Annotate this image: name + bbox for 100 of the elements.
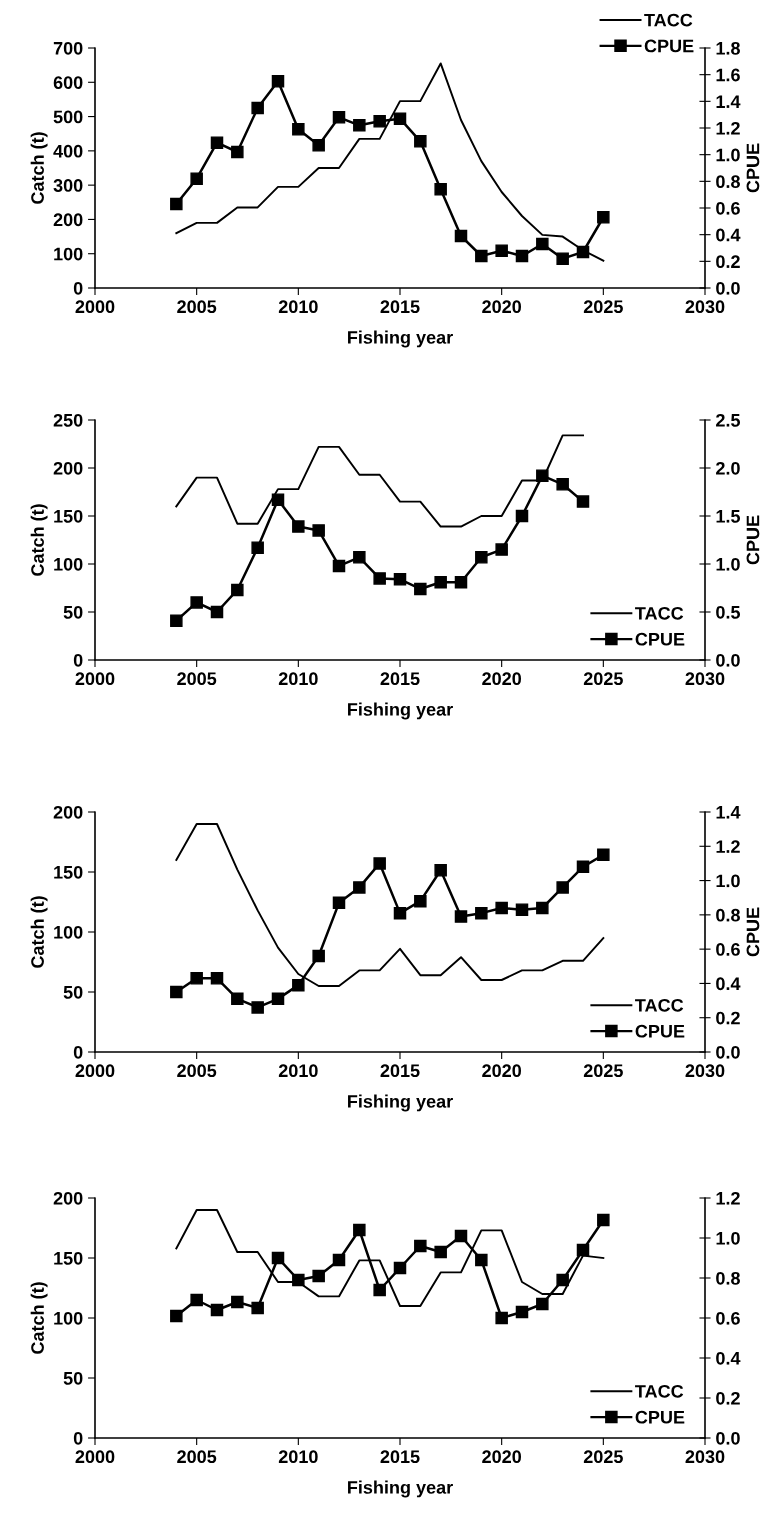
y2-tick-label: 1.0	[716, 148, 740, 162]
x-tick-label: 2030	[685, 300, 725, 314]
y-tick-label: 200	[53, 805, 83, 819]
y2-tick-label: 1.8	[716, 41, 740, 55]
y-tick-label: 0	[73, 653, 83, 667]
y-tick-label: 600	[53, 76, 83, 90]
x-tick-label: 2000	[75, 300, 115, 314]
y2-tick-label: 0.0	[716, 1045, 740, 1059]
y2-tick-label: 1.0	[716, 874, 740, 888]
x-tick-label: 2025	[583, 1064, 623, 1078]
y2-axis-title: CPUE	[746, 907, 760, 957]
x-axis-title: Fishing year	[348, 330, 453, 348]
y-tick-label: 100	[54, 1311, 83, 1325]
point	[495, 1311, 508, 1325]
point	[190, 972, 203, 985]
point	[332, 111, 346, 124]
point	[515, 509, 529, 523]
point	[170, 197, 183, 211]
point	[576, 495, 590, 508]
point	[312, 524, 325, 537]
y-tick-label: 100	[54, 557, 83, 571]
y-axis-title: Catch (t)	[30, 1282, 48, 1354]
point	[190, 1293, 203, 1307]
y-tick-label: 150	[54, 865, 83, 879]
y2-tick-label: 2.5	[716, 413, 741, 427]
point	[556, 881, 569, 894]
point	[271, 1251, 285, 1265]
point	[454, 229, 468, 243]
x-tick-label: 2000	[75, 1450, 115, 1464]
point	[414, 582, 427, 596]
x-tick-label: 2025	[583, 1450, 623, 1464]
point	[414, 894, 427, 908]
point	[353, 1223, 366, 1237]
point	[495, 901, 508, 915]
point	[251, 101, 264, 115]
x-tick-label: 2020	[482, 300, 522, 314]
point	[556, 478, 569, 491]
x-tick-label: 2010	[278, 300, 318, 314]
y2-tick-label: 1.4	[716, 95, 741, 108]
point	[393, 573, 407, 586]
point	[312, 139, 325, 152]
y2-tick-label: 1.0	[716, 1231, 740, 1245]
y2-tick-label: 0.6	[716, 1311, 740, 1325]
point	[576, 1243, 590, 1257]
x-tick-label: 2015	[380, 300, 420, 314]
y-axis-title: Catch (t)	[30, 132, 48, 204]
point	[373, 857, 386, 870]
x-tick-label: 2010	[278, 1064, 318, 1078]
point	[210, 136, 224, 149]
point	[434, 183, 447, 196]
point	[454, 575, 468, 589]
point	[332, 896, 346, 910]
point	[231, 145, 244, 159]
y-tick-label: 100	[54, 925, 83, 939]
point	[597, 1213, 610, 1227]
point	[210, 972, 224, 985]
point	[190, 596, 203, 609]
y-tick-label: 50	[63, 985, 83, 999]
y-tick-label: 200	[53, 213, 83, 227]
point	[292, 520, 305, 533]
x-tick-label: 2020	[482, 672, 522, 686]
y2-tick-label: 0.2	[716, 1391, 740, 1405]
point	[434, 1245, 447, 1259]
point	[556, 1273, 569, 1287]
x-tick-label: 2020	[482, 1450, 522, 1464]
point	[536, 901, 549, 915]
y2-tick-label: 0.8	[716, 908, 740, 922]
y2-tick-label: 0.2	[716, 255, 740, 269]
point	[393, 112, 407, 125]
point	[271, 992, 285, 1006]
point	[373, 572, 386, 585]
x-axis-title: Fishing year	[348, 1094, 453, 1112]
x-tick-label: 2000	[75, 1064, 115, 1078]
y-tick-label: 50	[63, 605, 83, 619]
y2-tick-label: 0.2	[716, 1011, 740, 1025]
point	[292, 123, 305, 136]
point	[414, 1239, 427, 1253]
y-tick-label: 100	[54, 247, 83, 261]
point	[556, 252, 569, 265]
point	[312, 1269, 325, 1283]
point	[515, 903, 529, 916]
point	[210, 605, 224, 619]
y2-tick-label: 2.0	[716, 461, 740, 475]
y2-axis-title: CPUE	[746, 515, 760, 565]
y2-tick-label: 0.0	[716, 281, 740, 295]
point	[292, 978, 305, 992]
y-tick-label: 300	[53, 179, 83, 192]
point	[170, 1309, 183, 1323]
point	[353, 119, 366, 132]
point	[536, 1297, 549, 1311]
y2-tick-label: 1.4	[716, 806, 741, 819]
x-tick-label: 2030	[685, 1064, 725, 1078]
y2-tick-label: 0.0	[716, 653, 740, 667]
legend-label: TACC	[644, 13, 693, 27]
x-tick-label: 2005	[177, 672, 217, 686]
point	[475, 906, 488, 920]
x-tick-label: 2015	[380, 1064, 420, 1078]
point	[231, 583, 244, 597]
point	[353, 881, 366, 894]
point	[332, 559, 346, 573]
